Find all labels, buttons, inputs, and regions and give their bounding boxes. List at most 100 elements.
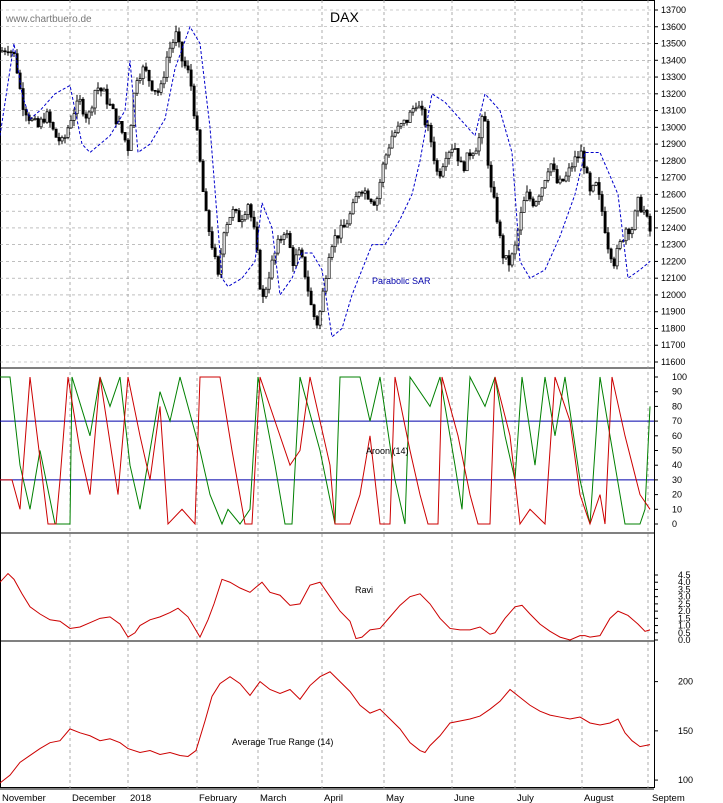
candle-body bbox=[357, 191, 361, 197]
x-tick-label: March bbox=[260, 793, 286, 803]
candle-body bbox=[186, 65, 190, 71]
candle-body bbox=[504, 255, 508, 259]
candle-body bbox=[546, 171, 550, 181]
y-tick-label: 12000 bbox=[661, 290, 686, 300]
candle-body bbox=[549, 163, 553, 173]
candle-body bbox=[342, 224, 346, 228]
candle-body bbox=[42, 118, 46, 123]
candle-body bbox=[648, 215, 652, 232]
candle-body bbox=[567, 167, 571, 177]
candle-body bbox=[432, 141, 436, 161]
candle-body bbox=[324, 278, 328, 292]
candle-body bbox=[345, 223, 349, 228]
candle-body bbox=[396, 125, 400, 133]
y-tick-label: 12100 bbox=[661, 273, 686, 283]
candle-body bbox=[645, 209, 649, 217]
candle-body bbox=[369, 198, 373, 203]
candle-body bbox=[192, 85, 196, 117]
candle-body bbox=[555, 169, 559, 184]
candle-body bbox=[150, 80, 154, 91]
candle-body bbox=[507, 255, 511, 266]
x-tick-label: April bbox=[324, 793, 343, 803]
candle-body bbox=[279, 238, 283, 241]
candle-body bbox=[105, 88, 109, 105]
candle-body bbox=[45, 111, 49, 123]
candle-body bbox=[72, 113, 76, 121]
y-tick-label: 13200 bbox=[661, 89, 686, 99]
candle-body bbox=[33, 118, 37, 120]
candle-body bbox=[393, 132, 397, 137]
candle-body bbox=[252, 216, 256, 228]
candle-body bbox=[60, 137, 64, 142]
candle-body bbox=[69, 120, 73, 129]
candle-body bbox=[159, 83, 163, 93]
candle-body bbox=[288, 233, 292, 248]
candle-body bbox=[378, 181, 382, 199]
candle-body bbox=[234, 209, 238, 211]
y-tick-label: 13100 bbox=[661, 106, 686, 116]
candle-body bbox=[111, 104, 115, 110]
candle-body bbox=[540, 187, 544, 197]
candle-body bbox=[561, 178, 565, 182]
sar-line bbox=[0, 25, 651, 338]
y-tick-label: 2.0 bbox=[678, 606, 691, 616]
atr-line bbox=[0, 671, 651, 784]
y-tick-label: 30 bbox=[672, 475, 682, 485]
x-tick-label: May bbox=[386, 793, 404, 803]
candle-body bbox=[108, 103, 112, 106]
candle-body bbox=[570, 166, 574, 169]
candle-body bbox=[639, 196, 643, 213]
axis-labels: November December 2018 February March April Ma… bbox=[2, 5, 693, 803]
candle-body bbox=[336, 235, 340, 239]
y-tick-label: 12400 bbox=[661, 223, 686, 233]
candle-body bbox=[612, 258, 616, 267]
candle-body bbox=[327, 257, 331, 279]
y-tick-label: 3.0 bbox=[678, 592, 691, 602]
y-tick-label: 11700 bbox=[661, 340, 685, 350]
candle-body bbox=[168, 47, 172, 58]
candle-body bbox=[486, 120, 490, 166]
candle-body bbox=[405, 119, 409, 123]
y-tick-label: 20 bbox=[672, 490, 682, 500]
candle-body bbox=[156, 90, 160, 93]
y-tick-label: 12800 bbox=[661, 156, 686, 166]
candle-body bbox=[444, 157, 448, 168]
y-tick-label: 0.0 bbox=[678, 635, 691, 645]
x-tick-label: June bbox=[454, 793, 475, 803]
x-tick-label: July bbox=[517, 793, 534, 803]
y-tick-label: 10 bbox=[672, 504, 682, 514]
candle-body bbox=[96, 87, 100, 91]
y-tick-label: 200 bbox=[678, 677, 693, 687]
candle-body bbox=[618, 241, 622, 249]
candle-body bbox=[231, 209, 235, 218]
candle-body bbox=[333, 235, 337, 248]
candle-body bbox=[603, 211, 607, 234]
chart-title: DAX bbox=[330, 9, 359, 25]
candle-body bbox=[90, 107, 94, 113]
candle-body bbox=[531, 198, 535, 207]
candle-body bbox=[591, 184, 595, 192]
candle-body bbox=[426, 124, 430, 127]
candle-body bbox=[468, 152, 472, 157]
candle-body bbox=[576, 156, 580, 159]
candle-body bbox=[213, 247, 217, 257]
aroon-up-line bbox=[0, 375, 651, 526]
y-tick-label: 80 bbox=[672, 401, 682, 411]
candle-body bbox=[246, 204, 250, 215]
watermark: www.chartbuero.de bbox=[5, 14, 92, 25]
candle-body bbox=[387, 147, 391, 156]
candle-body bbox=[12, 51, 16, 54]
candle-body bbox=[126, 139, 130, 151]
candle-body bbox=[177, 31, 181, 43]
candle-body bbox=[510, 253, 514, 266]
candle-body bbox=[459, 160, 463, 163]
candle-body bbox=[153, 89, 157, 92]
candle-body bbox=[207, 210, 211, 232]
y-tick-label: 11900 bbox=[661, 307, 685, 317]
candle-body bbox=[3, 50, 7, 53]
y-tick-label: 70 bbox=[672, 416, 682, 426]
candle-body bbox=[270, 259, 274, 279]
candle-body bbox=[225, 224, 229, 234]
candle-body bbox=[471, 153, 475, 157]
y-tick-label: 12200 bbox=[661, 256, 686, 266]
